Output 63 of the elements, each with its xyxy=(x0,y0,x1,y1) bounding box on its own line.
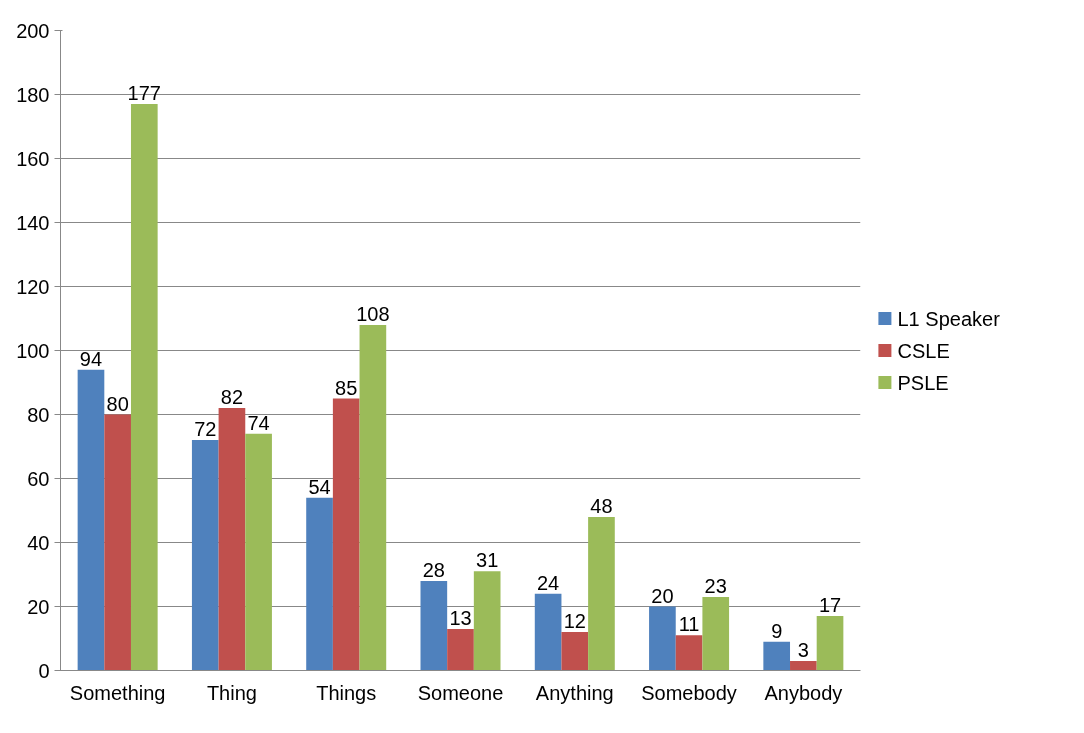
bar xyxy=(77,369,105,671)
legend-label: CSLE xyxy=(897,339,950,362)
y-tick-label: 100 xyxy=(16,339,50,362)
legend-label: PSLE xyxy=(897,371,949,394)
data-label: 82 xyxy=(220,386,244,409)
bar xyxy=(359,324,387,671)
bar xyxy=(763,641,791,671)
bar xyxy=(245,433,272,671)
data-label: 108 xyxy=(356,302,390,325)
x-tick-label: Someone xyxy=(417,681,504,704)
x-tick-label: Something xyxy=(69,681,166,704)
data-label: 31 xyxy=(476,549,499,572)
y-tick-label: 40 xyxy=(27,531,50,554)
x-tick-label: Anybody xyxy=(764,681,843,704)
bar xyxy=(816,616,844,671)
y-tick-label: 20 xyxy=(27,595,50,618)
bar xyxy=(534,593,562,671)
data-label: 23 xyxy=(704,574,727,597)
bar xyxy=(649,606,676,671)
data-label: 54 xyxy=(308,475,331,498)
bar xyxy=(790,660,817,671)
bar xyxy=(447,628,474,671)
bar xyxy=(130,104,158,671)
bar xyxy=(702,596,730,671)
y-tick-label: 120 xyxy=(16,275,50,298)
y-tick-label: 0 xyxy=(38,659,50,682)
data-label: 74 xyxy=(247,411,270,434)
y-tick-label: 60 xyxy=(27,467,50,490)
x-tick-label: Anything xyxy=(535,681,614,704)
data-label: 13 xyxy=(449,606,472,629)
data-label: 72 xyxy=(194,418,217,441)
data-label: 80 xyxy=(106,392,129,415)
bar xyxy=(191,440,219,671)
bar xyxy=(588,516,615,671)
data-label: 12 xyxy=(563,610,586,633)
data-label: 85 xyxy=(335,376,358,399)
y-tick-label: 160 xyxy=(16,147,50,170)
bar xyxy=(332,398,360,671)
legend-label: L1 Speaker xyxy=(897,307,1001,330)
x-tick-label: Things xyxy=(316,681,377,704)
y-tick-label: 180 xyxy=(16,83,50,106)
bar xyxy=(561,632,589,671)
data-label: 177 xyxy=(127,82,161,105)
bar xyxy=(218,408,246,671)
data-label: 24 xyxy=(537,571,560,594)
data-label: 48 xyxy=(590,494,613,517)
bar xyxy=(420,580,448,671)
data-label: 20 xyxy=(651,584,674,607)
bar xyxy=(306,497,333,671)
y-tick-label: 200 xyxy=(16,19,50,42)
bar xyxy=(473,571,501,671)
data-label: 3 xyxy=(797,638,809,661)
bar xyxy=(104,414,131,671)
data-label: 17 xyxy=(818,594,842,617)
bar xyxy=(675,635,703,671)
data-label: 11 xyxy=(678,613,700,636)
data-label: 28 xyxy=(422,558,445,581)
y-tick-label: 80 xyxy=(27,403,50,426)
data-label: 94 xyxy=(79,347,103,370)
x-tick-label: Thing xyxy=(206,681,257,704)
y-tick-label: 140 xyxy=(16,211,50,234)
data-label: 9 xyxy=(771,619,783,642)
x-tick-label: Somebody xyxy=(641,681,737,704)
